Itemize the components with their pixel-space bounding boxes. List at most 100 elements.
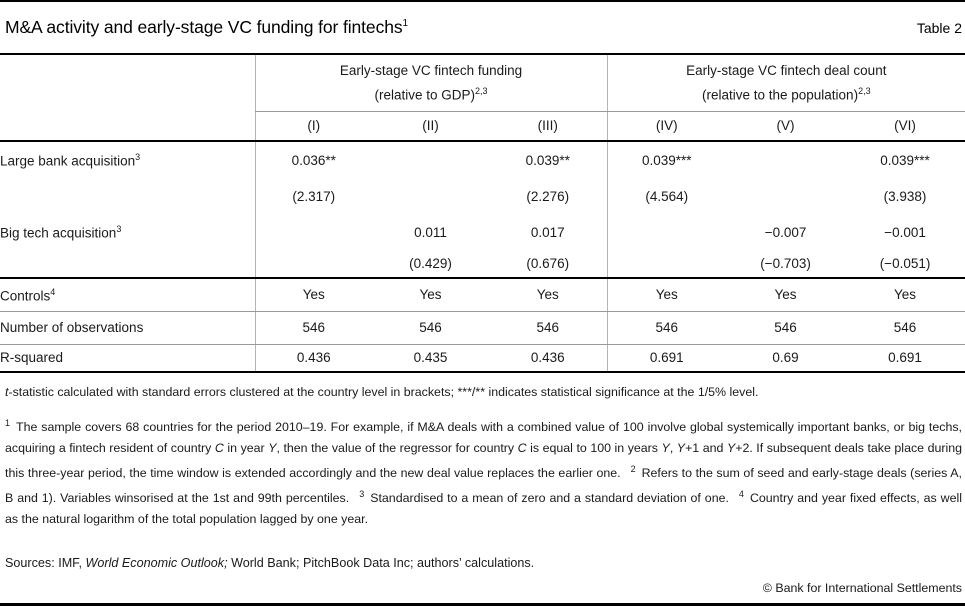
footnote-text: +2. If subsequent deals take place durin… — [5, 441, 963, 481]
cell: −0.007 — [764, 225, 807, 240]
row-label: Large bank acquisition3 — [0, 141, 255, 178]
cell: 0.436 — [489, 344, 608, 373]
copyright-line: © Bank for International Settlements — [762, 581, 962, 595]
footnote-text: in year — [223, 441, 269, 456]
footnote-text: +1 and — [685, 441, 727, 456]
footnote-text: is equal to 100 in years — [526, 441, 662, 456]
footnote-text: Refers to the sum of seed and early-stag… — [5, 466, 962, 506]
cell: Yes — [372, 278, 489, 312]
cell — [372, 141, 489, 178]
title-bar: M&A activity and early-stage VC funding … — [0, 0, 965, 55]
footnote-tstat-italic: t — [5, 385, 9, 399]
bottom-rule — [0, 603, 965, 606]
cell — [254, 250, 372, 279]
row-label-text: R-squared — [0, 350, 64, 366]
corner-cell — [0, 111, 255, 142]
footnote-text: The sample covers 68 countries for the p… — [5, 420, 962, 456]
sources-line: Sources: IMF, World Economic Outlook; Wo… — [5, 556, 962, 570]
corner-cell — [0, 55, 255, 111]
cell: 546 — [845, 311, 965, 345]
cell: 0.017 — [530, 225, 565, 240]
col-label-6: (VI) — [845, 111, 965, 142]
footnote-text: , then the value of the regressor for co… — [276, 441, 518, 456]
row-label-text: Controls — [0, 288, 51, 303]
cell: Yes — [845, 278, 965, 312]
footnote-marker-3: 3 — [359, 489, 365, 500]
cell — [606, 250, 727, 279]
footnote-block: 1 The sample covers 68 countries for the … — [5, 413, 962, 530]
footnote-text: , — [669, 441, 677, 456]
group-header-funding: Early-stage VC fintech funding (relative… — [254, 55, 608, 112]
cell — [726, 141, 845, 178]
cell: 546 — [489, 311, 608, 345]
row-label-sup: 3 — [116, 224, 122, 235]
cell: (−0.703) — [726, 250, 846, 279]
group-header-row: Early-stage VC fintech funding (relative… — [0, 55, 965, 112]
cell — [254, 215, 372, 250]
group-header-deal-count-line1: Early-stage VC fintech deal count — [686, 63, 887, 78]
group-header-funding-sup: 2,3 — [475, 86, 488, 96]
group-header-funding-line2: (relative to GDP) — [374, 87, 476, 103]
row-label: Big tech acquisition3 — [0, 215, 255, 250]
cell: (4.564) — [606, 178, 727, 215]
row-label-text: Big tech acquisition — [0, 225, 117, 241]
sources-rest: World Bank; PitchBook Data Inc; authors’… — [227, 556, 535, 570]
cell — [372, 178, 489, 215]
cell: 0.039*** — [606, 141, 727, 178]
cell: 0.036** — [254, 141, 372, 178]
cell: 546 — [372, 311, 489, 345]
col-label-5: (V) — [726, 111, 846, 142]
footnote-marker-1: 1 — [5, 418, 11, 428]
cell: 0.436 — [254, 344, 372, 373]
cell: (2.276) — [526, 189, 570, 204]
title-footnote-marker: 1 — [402, 18, 409, 30]
cell: Yes — [606, 278, 727, 312]
footnote-text: Standardised to a mean of zero and a sta… — [370, 491, 729, 506]
row-label — [0, 178, 255, 215]
cell: 0.039*** — [880, 152, 930, 168]
cell: (0.676) — [489, 250, 608, 279]
row-label — [0, 250, 255, 279]
cell: 546 — [606, 311, 727, 345]
cell: (3.938) — [883, 189, 927, 204]
table-row-large-bank-tstat: (2.317) (2.276) (4.564) (3.938) — [0, 178, 965, 215]
table-row-big-tech-tstat: (0.429) (0.676) (−0.703) (−0.051) — [0, 250, 965, 279]
col-label-2: (II) — [372, 111, 489, 142]
cell: 0.691 — [606, 344, 727, 373]
row-label-sup: 4 — [50, 286, 56, 297]
footnote-italic: Y — [676, 441, 686, 456]
row-label-text: Large bank acquisition — [0, 153, 136, 169]
table-row-observations: Number of observations 546 546 546 546 5… — [0, 311, 965, 345]
cell — [726, 178, 845, 215]
cell: (−0.051) — [845, 250, 965, 279]
cell: Yes — [489, 278, 608, 312]
footnote-italic: C — [517, 441, 527, 456]
row-label: Controls4 — [0, 278, 255, 312]
sources-prefix: Sources: IMF, — [5, 556, 86, 570]
cell — [606, 215, 727, 250]
regression-table: Early-stage VC fintech funding (relative… — [0, 55, 965, 373]
table-row-big-tech: Big tech acquisition3 0.011 0.017 −0.007… — [0, 215, 965, 250]
column-label-row: (I) (II) (III) (IV) (V) (VI) — [0, 111, 965, 142]
col-label-3: (III) — [489, 111, 608, 142]
sources-italic: World Economic Outlook; — [85, 556, 228, 570]
footnote-tstat: t-statistic calculated with standard err… — [5, 382, 962, 402]
group-header-funding-line1: Early-stage VC fintech funding — [339, 63, 523, 78]
cell: −0.001 — [884, 225, 926, 240]
cell: 0.039** — [525, 152, 570, 168]
cell: Yes — [254, 278, 372, 312]
table-number-label: Table 2 — [916, 19, 962, 36]
cell: 0.69 — [726, 344, 846, 373]
row-label-text: Number of observations — [0, 320, 144, 335]
group-header-deal-count: Early-stage VC fintech deal count (relat… — [606, 55, 965, 112]
footnote-marker-4: 4 — [738, 489, 744, 500]
group-header-deal-count-sup: 2,3 — [858, 86, 871, 96]
page-title: M&A activity and early-stage VC funding … — [5, 17, 408, 38]
page-title-text: M&A activity and early-stage VC funding … — [5, 17, 403, 37]
table-row-large-bank: Large bank acquisition3 0.036** 0.039** … — [0, 141, 965, 178]
cell: 546 — [726, 311, 846, 345]
cell: Yes — [726, 278, 846, 312]
cell: 0.435 — [372, 344, 489, 373]
footnote-tstat-text: -statistic calculated with standard erro… — [8, 385, 759, 399]
